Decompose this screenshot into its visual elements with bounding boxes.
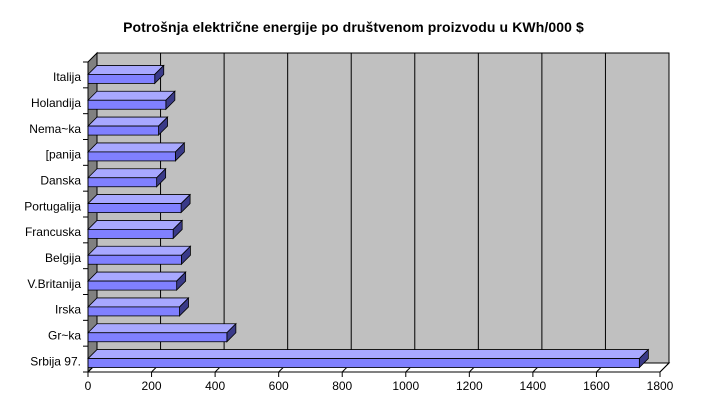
x-tick-label: 1000 [392,379,419,393]
bar [87,245,192,266]
bar-front-face [87,280,178,291]
y-tick-label: Holandija [31,96,81,110]
x-tick-label: 1200 [456,379,483,393]
bar [87,348,650,369]
bar [87,116,169,137]
x-tick-label: 600 [269,379,289,393]
bar-top-face [87,90,176,101]
x-tick-label: 1800 [647,379,674,393]
x-tick-label: 0 [85,379,92,393]
bar-front-face [87,151,176,162]
bar [87,193,192,214]
axes [83,61,661,377]
x-tick-label: 400 [205,379,225,393]
bar-top-face [87,349,650,359]
y-tick-label: Nema~ka [29,122,81,136]
bar-front-face [87,99,167,110]
bar-top-face [87,194,192,204]
bar-front-face [87,254,182,265]
bar-top-face [87,116,169,127]
bar-front-face [87,229,174,239]
bar-front-face [87,332,228,343]
bar-top-face [87,220,184,230]
chart-title: Potrošnja električne energije po društve… [123,19,584,35]
y-tick-label: Portugalija [24,199,81,213]
bar-front-face [87,358,640,368]
bar-top-face [87,168,167,179]
y-tick-label: Gr~ka [48,328,81,342]
bar [87,322,237,343]
y-tick-label: Danska [40,173,81,187]
bar [87,271,187,292]
bar [87,90,176,111]
bar-front-face [87,306,180,317]
bar-front-face [87,177,158,188]
x-tick-label: 200 [142,379,162,393]
plot-back-wall [96,52,670,364]
y-tick-label: Srbija 97. [30,354,81,368]
bar-front-face [87,203,182,213]
bar-top-face [87,297,190,308]
y-tick-label: Belgija [45,251,81,265]
y-tick-label: Italija [53,70,81,84]
y-tick-label: V.Britanija [27,277,81,291]
bar [87,64,165,85]
bar [87,296,190,317]
tick-labels: 0 200 400 600 800 1000 1200 1400 1600 1800 Italija… [24,70,673,393]
y-tick-label: Irska [55,303,81,317]
bar-top-face [87,142,186,153]
bar-front-face [87,74,156,84]
x-tick-label: 800 [332,379,352,393]
bar-top-face [87,245,192,256]
bar [87,141,186,162]
floor-line [659,362,670,373]
plot-area [86,51,671,374]
x-tick-label: 1600 [583,379,610,393]
bar-top-face [87,271,187,282]
bar [87,167,167,188]
bar-front-face [87,125,159,136]
bar-top-face [87,65,165,75]
bars [87,64,650,369]
y-tick-label: [panija [46,148,82,162]
y-tick-label: Francuska [25,225,81,239]
bar [87,219,184,240]
bar-top-face [87,323,237,334]
x-tick-label: 1400 [520,379,547,393]
